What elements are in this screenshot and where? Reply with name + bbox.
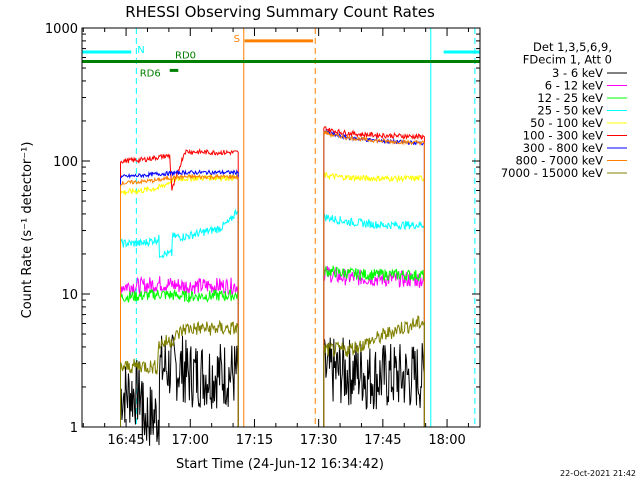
- legend-label-6: 300 - 800 keV: [523, 141, 603, 155]
- series-line-2-1: [323, 265, 425, 427]
- series-line-6-0: [120, 168, 239, 427]
- legend-label-2: 12 - 25 keV: [537, 91, 603, 105]
- y-tick-label-2: 100: [53, 155, 78, 170]
- series-8: [120, 315, 425, 427]
- legend-label-5: 100 - 300 keV: [523, 129, 603, 143]
- legend-label-3: 25 - 50 keV: [537, 104, 603, 118]
- y-tick-label-3: 1000: [45, 22, 78, 37]
- series-6: [120, 128, 425, 427]
- x-axis-label: Start Time (24-Jun-12 16:34:42): [176, 457, 384, 472]
- series-line-4-1: [323, 171, 425, 427]
- plot-frame: [81, 27, 481, 428]
- legend-label-7: 800 - 7000 keV: [515, 154, 603, 168]
- flag-label-n: N: [137, 45, 144, 56]
- series-line-8-1: [323, 315, 425, 427]
- series-line-6-1: [323, 128, 425, 427]
- series-1: [120, 266, 425, 427]
- series-line-8-0: [120, 319, 239, 427]
- axes: 1 10 100 1000 16:45 17:00 17:15 17:30 17:45 18:00: [45, 22, 480, 448]
- series-7: [120, 129, 425, 427]
- series-line-3-0: [120, 208, 239, 427]
- date-stamp: 22-Oct-2021 21:42: [560, 469, 636, 478]
- x-tick-label-0: 16:45: [107, 433, 144, 448]
- legend-label-4: 50 - 100 keV: [530, 116, 603, 130]
- series-line-5-1: [323, 126, 425, 427]
- flag-bars: N S RD0 RD6: [82, 34, 480, 79]
- legend-label-1: 6 - 12 keV: [545, 79, 603, 93]
- y-tick-label-1: 10: [61, 288, 78, 303]
- series-line-5-0: [120, 148, 239, 427]
- series-line-7-1: [323, 129, 425, 427]
- series-3: [120, 208, 425, 427]
- series-line-4-0: [120, 173, 239, 427]
- series-5: [120, 126, 425, 427]
- series-2: [120, 265, 425, 427]
- x-tick-label-4: 17:45: [364, 433, 401, 448]
- chart-title: RHESSI Observing Summary Count Rates: [125, 3, 435, 21]
- flag-label-rd6: RD6: [140, 68, 161, 79]
- x-tick-label-3: 17:30: [300, 433, 337, 448]
- legend-header-0: Det 1,3,5,6,9,: [533, 40, 612, 54]
- x-tick-label-1: 17:00: [172, 433, 209, 448]
- x-tick-label-2: 17:15: [236, 433, 273, 448]
- series-lines: [120, 126, 425, 446]
- legend-label-8: 7000 - 15000 keV: [501, 166, 603, 180]
- series-line-0-1: [323, 337, 425, 427]
- flag-label-rd0: RD0: [175, 50, 196, 61]
- series-0: [120, 334, 425, 446]
- y-axis-label: Count Rate (s⁻¹ detector⁻¹): [20, 142, 35, 319]
- flag-label-s: S: [234, 34, 240, 45]
- series-line-2-0: [120, 288, 239, 427]
- series-line-7-0: [120, 173, 239, 427]
- legend: Det 1,3,5,6,9,FDecim 1, Att 03 - 6 keV6 …: [501, 40, 627, 180]
- y-tick-label-0: 1: [70, 421, 78, 436]
- series-line-0-0: [120, 334, 239, 446]
- legend-label-0: 3 - 6 keV: [552, 66, 603, 80]
- series-4: [120, 171, 425, 427]
- legend-header-1: FDecim 1, Att 0: [523, 53, 612, 67]
- x-tick-label-5: 18:00: [428, 433, 465, 448]
- series-line-3-1: [323, 213, 425, 427]
